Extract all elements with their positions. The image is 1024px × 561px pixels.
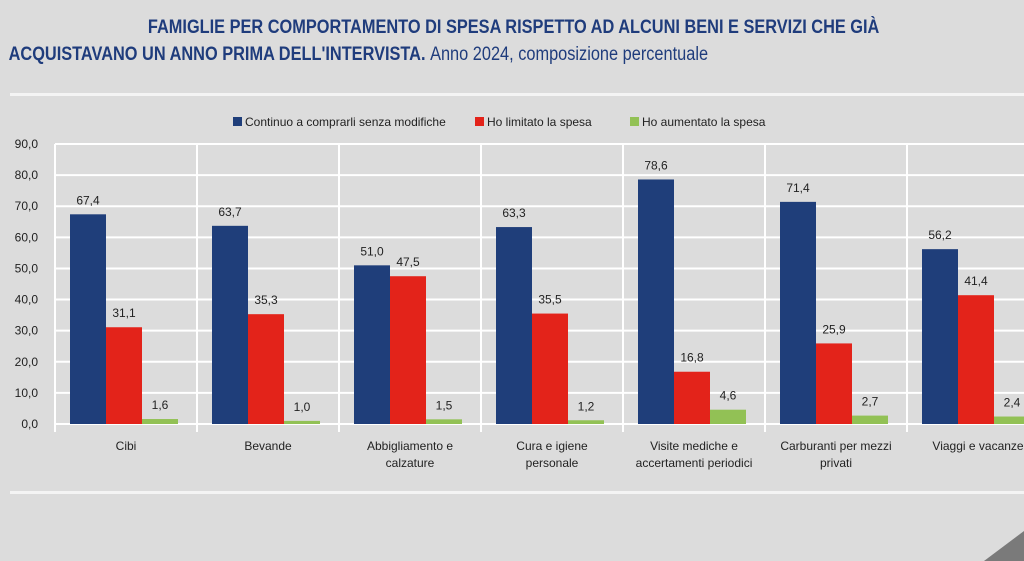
chart-title: FAMIGLIE PER COMPORTAMENTO DI SPESA RISP… bbox=[0, 14, 881, 68]
category-label: personale bbox=[526, 456, 579, 470]
data-label: 2,4 bbox=[1004, 396, 1021, 410]
y-tick-label: 20,0 bbox=[15, 355, 39, 369]
data-label: 35,5 bbox=[538, 293, 562, 307]
category-label: privati bbox=[820, 456, 852, 470]
bar-continuo bbox=[70, 214, 106, 424]
data-label: 51,0 bbox=[360, 244, 384, 258]
bar-continuo bbox=[496, 227, 532, 424]
bar-continuo bbox=[212, 225, 248, 424]
bar-aumentato bbox=[994, 416, 1024, 424]
y-tick-label: 80,0 bbox=[15, 168, 39, 182]
data-label: 2,7 bbox=[862, 395, 879, 409]
category-label: Viaggi e vacanze bbox=[932, 439, 1024, 453]
category-label: Carburanti per mezzi bbox=[780, 439, 891, 453]
category-label: Visite mediche e bbox=[650, 439, 738, 453]
data-label: 63,3 bbox=[502, 206, 526, 220]
data-label: 78,6 bbox=[644, 158, 668, 172]
data-label: 67,4 bbox=[76, 193, 100, 207]
bar-limitato bbox=[816, 343, 852, 424]
bar-continuo bbox=[780, 201, 816, 424]
bar-aumentato bbox=[284, 420, 320, 424]
bar-aumentato bbox=[142, 419, 178, 424]
bar-aumentato bbox=[852, 415, 888, 424]
bar-limitato bbox=[248, 314, 284, 424]
bar-aumentato bbox=[710, 409, 746, 424]
data-label: 1,2 bbox=[578, 399, 595, 413]
data-label: 71,4 bbox=[786, 181, 810, 195]
title-line-2-bold: ACQUISTAVANO UN ANNO PRIMA DELL'INTERVIS… bbox=[8, 44, 426, 65]
y-tick-label: 0,0 bbox=[21, 417, 38, 431]
bar-continuo bbox=[354, 265, 390, 424]
legend-label: Ho limitato la spesa bbox=[487, 115, 592, 129]
y-tick-label: 70,0 bbox=[15, 199, 39, 213]
category-label: accertamenti periodici bbox=[636, 456, 753, 470]
chart-subtitle: Anno 2024, composizione percentuale bbox=[430, 44, 709, 65]
data-label: 56,2 bbox=[928, 228, 952, 242]
bar-continuo bbox=[638, 179, 674, 424]
legend-swatch bbox=[475, 117, 484, 126]
bar-limitato bbox=[958, 295, 994, 424]
category-label: Cura e igiene bbox=[516, 439, 588, 453]
y-tick-label: 60,0 bbox=[15, 230, 39, 244]
data-label: 41,4 bbox=[964, 274, 988, 288]
y-tick-label: 30,0 bbox=[15, 324, 39, 338]
y-tick-label: 50,0 bbox=[15, 261, 39, 275]
data-label: 1,0 bbox=[294, 400, 311, 414]
legend-label: Ho aumentato la spesa bbox=[642, 115, 766, 129]
legend-swatch bbox=[233, 117, 242, 126]
legend-swatch bbox=[630, 117, 639, 126]
bar-limitato bbox=[390, 276, 426, 424]
category-label: Abbigliamento e bbox=[367, 439, 453, 453]
bottom-divider bbox=[10, 491, 1024, 494]
bar-limitato bbox=[106, 327, 142, 424]
data-label: 4,6 bbox=[720, 389, 737, 403]
y-tick-label: 10,0 bbox=[15, 386, 39, 400]
corner-decoration bbox=[984, 531, 1024, 561]
title-line-1: FAMIGLIE PER COMPORTAMENTO DI SPESA RISP… bbox=[147, 17, 880, 38]
data-label: 63,7 bbox=[218, 205, 242, 219]
data-label: 1,5 bbox=[436, 398, 453, 412]
category-label: Bevande bbox=[244, 439, 292, 453]
legend-label: Continuo a comprarli senza modifiche bbox=[245, 115, 446, 129]
data-label: 35,3 bbox=[254, 293, 278, 307]
data-label: 47,5 bbox=[396, 255, 420, 269]
bar-aumentato bbox=[426, 419, 462, 424]
category-label: Cibi bbox=[116, 439, 137, 453]
y-tick-label: 40,0 bbox=[15, 293, 39, 307]
bar-aumentato bbox=[568, 420, 604, 424]
data-label: 31,1 bbox=[112, 306, 136, 320]
bar-limitato bbox=[674, 371, 710, 424]
bar-limitato bbox=[532, 313, 568, 424]
category-label: calzature bbox=[386, 456, 435, 470]
title-line-2: ACQUISTAVANO UN ANNO PRIMA DELL'INTERVIS… bbox=[0, 41, 881, 68]
data-label: 1,6 bbox=[152, 398, 169, 412]
bar-continuo bbox=[922, 249, 958, 424]
y-tick-label: 90,0 bbox=[15, 137, 39, 151]
data-label: 16,8 bbox=[680, 351, 704, 365]
top-divider bbox=[10, 93, 1024, 96]
data-label: 25,9 bbox=[822, 322, 846, 336]
